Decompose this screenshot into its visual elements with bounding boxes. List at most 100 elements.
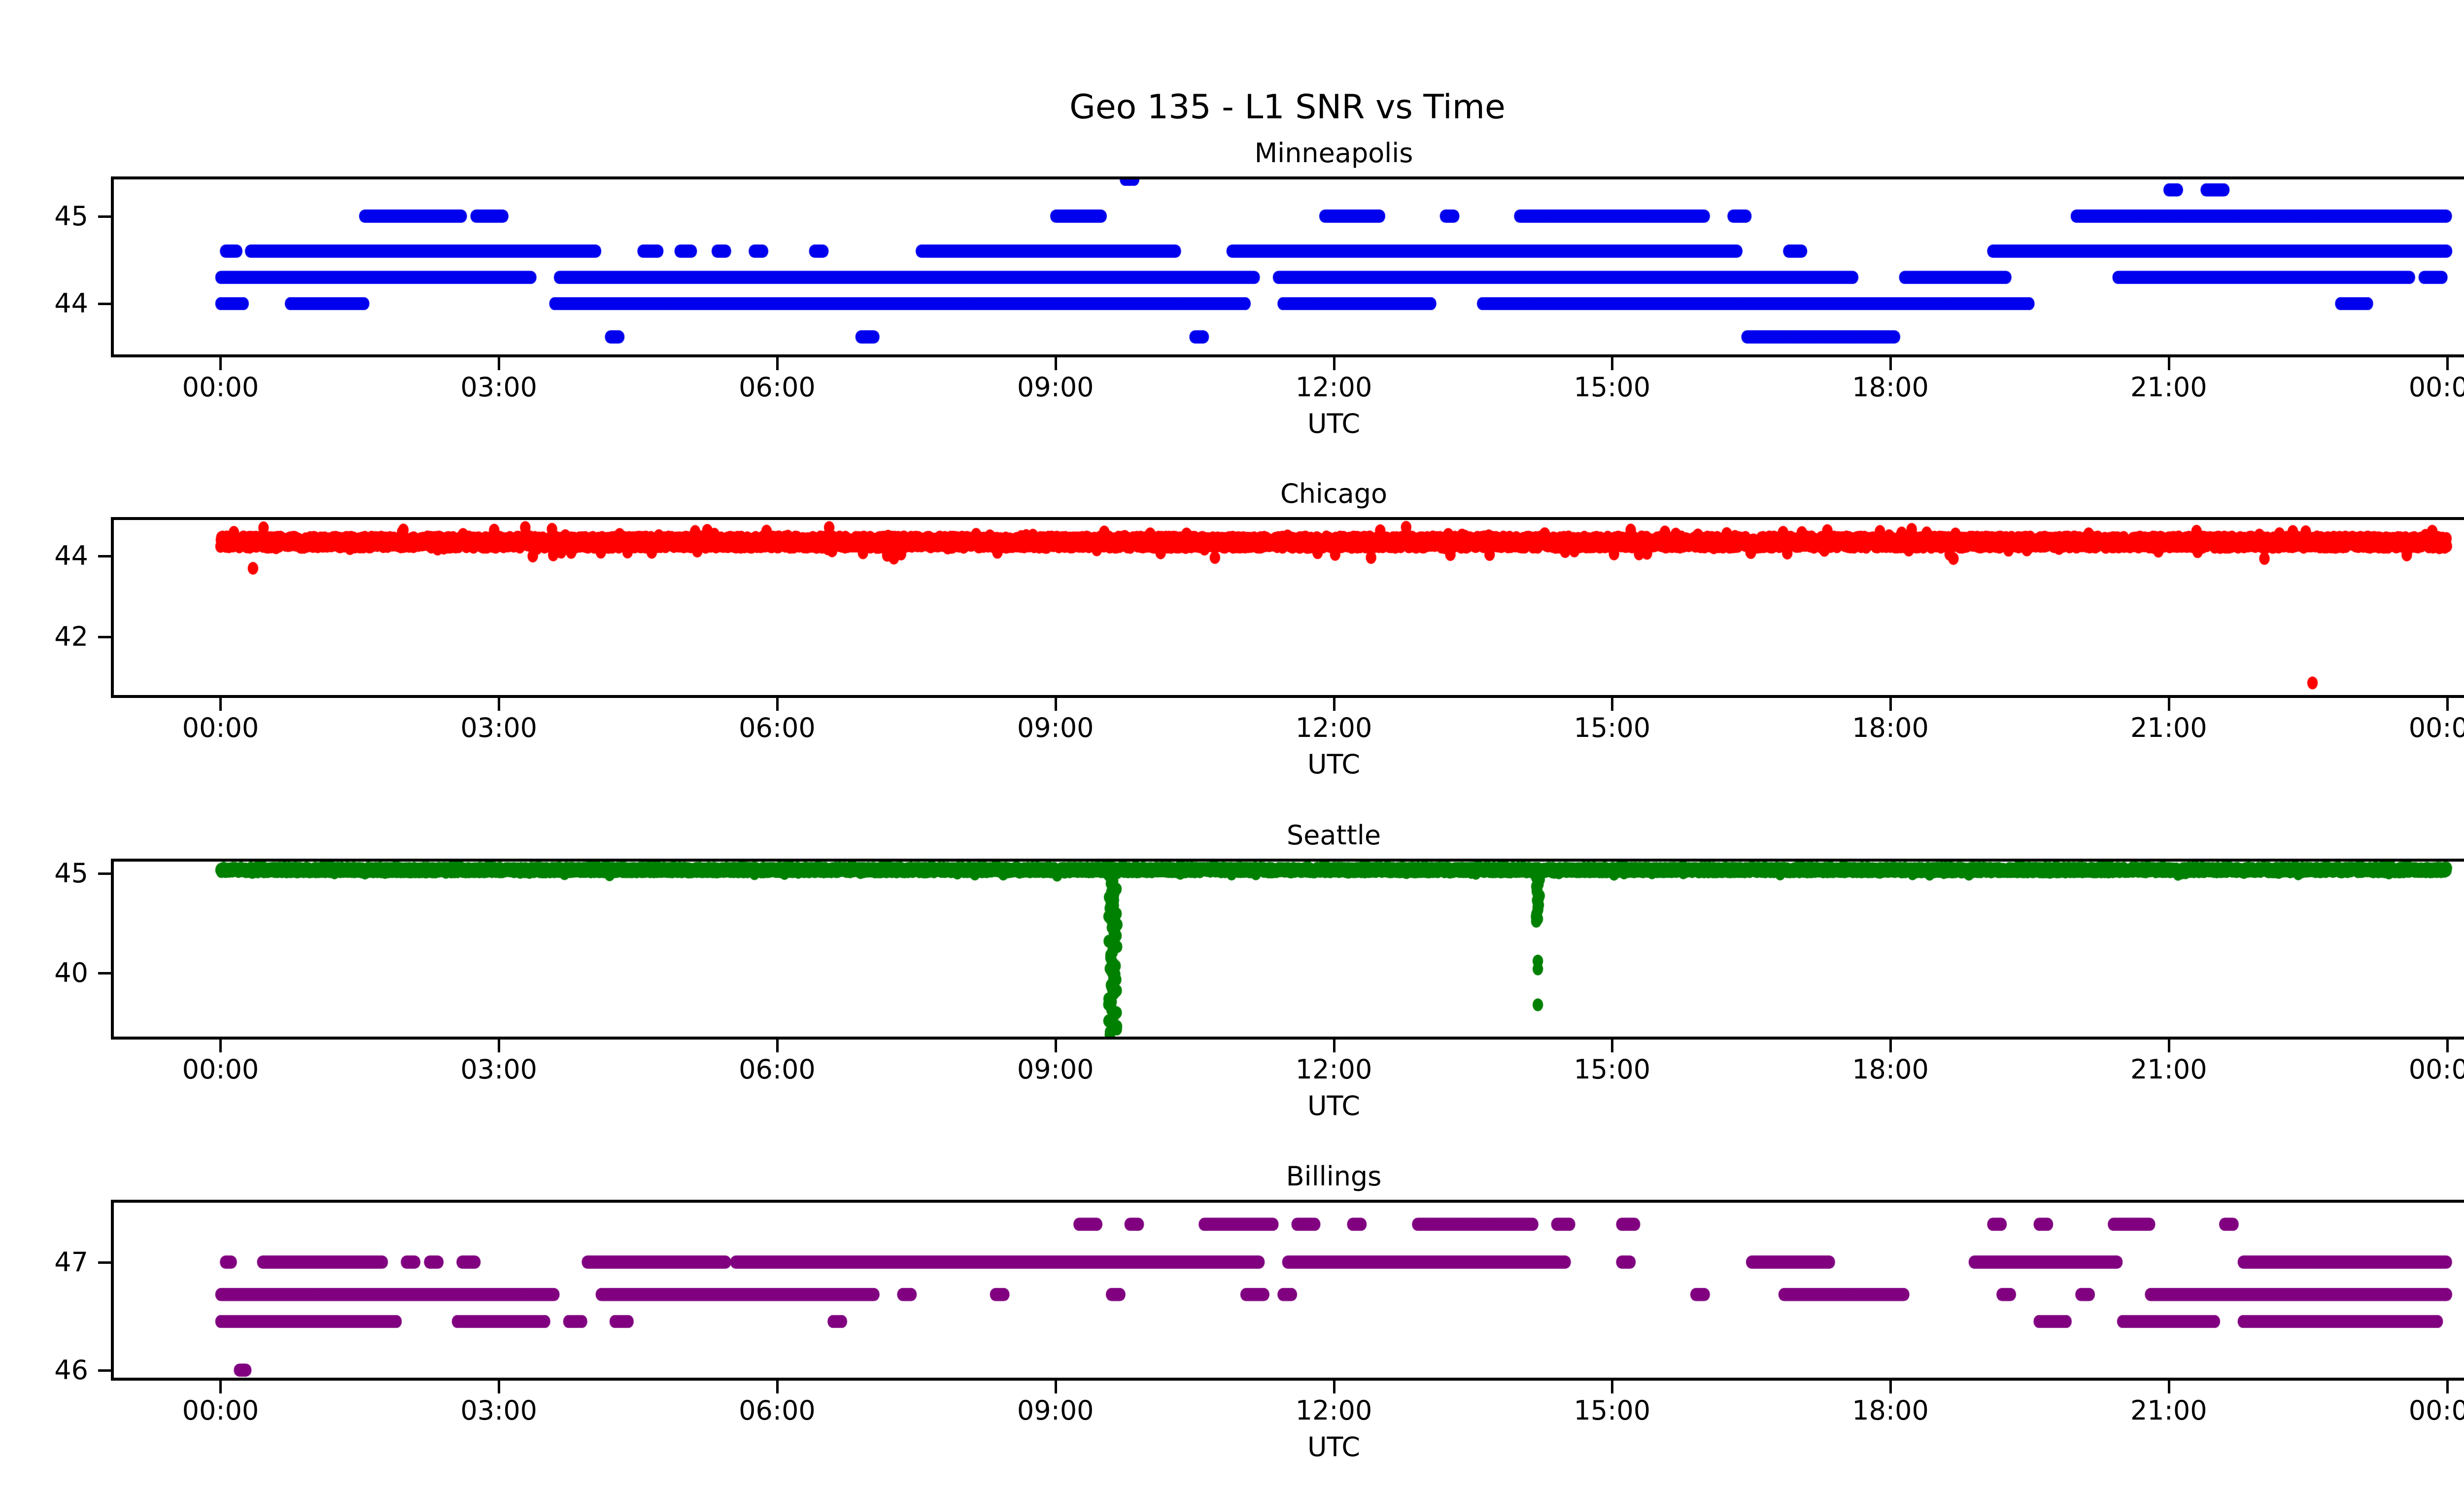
plot-area-chicago: [111, 517, 2464, 698]
x-tick-label: 06:00: [739, 1054, 816, 1085]
x-tick-mark: [2446, 1381, 2449, 1393]
x-tick-label: 18:00: [1852, 712, 1929, 743]
x-tick-mark: [1054, 698, 1057, 711]
y-tick-mark: [98, 1261, 111, 1264]
x-tick-mark: [1054, 1381, 1057, 1393]
x-tick-label: 09:00: [1017, 372, 1094, 403]
scatter-canvas-minneapolis: [114, 179, 2464, 354]
subplot-title-chicago: Chicago: [1280, 478, 1388, 509]
scatter-canvas-billings: [114, 1203, 2464, 1378]
scatter-canvas-chicago: [114, 520, 2464, 695]
y-tick-label: 45: [54, 858, 88, 889]
x-tick-mark: [1889, 357, 1892, 370]
x-tick-label: 00:00: [2408, 1395, 2464, 1426]
y-tick-label: 44: [54, 288, 88, 319]
y-tick-label: 40: [54, 957, 88, 988]
subplot-title-seattle: Seattle: [1286, 820, 1381, 851]
x-tick-mark: [498, 1381, 501, 1393]
x-tick-label: 09:00: [1017, 712, 1094, 743]
x-tick-mark: [776, 1040, 779, 1052]
x-tick-mark: [219, 1381, 222, 1393]
x-tick-mark: [498, 357, 501, 370]
x-tick-mark: [1611, 1381, 1614, 1393]
x-tick-mark: [776, 698, 779, 711]
x-tick-mark: [219, 357, 222, 370]
x-tick-label: 21:00: [2130, 372, 2207, 403]
x-tick-mark: [1333, 357, 1335, 370]
y-tick-mark: [98, 872, 111, 875]
x-tick-label: 15:00: [1574, 1054, 1651, 1085]
x-tick-mark: [1889, 698, 1892, 711]
scatter-canvas-seattle: [114, 862, 2464, 1037]
x-tick-mark: [2167, 698, 2170, 711]
x-tick-label: 03:00: [460, 1395, 538, 1426]
y-tick-label: 42: [54, 621, 88, 652]
y-tick-label: 44: [54, 540, 88, 572]
x-tick-mark: [2446, 1040, 2449, 1052]
x-axis-label-seattle: UTC: [1307, 1090, 1361, 1121]
x-tick-mark: [2167, 1381, 2170, 1393]
x-axis-label-chicago: UTC: [1307, 749, 1361, 780]
x-tick-mark: [1889, 1381, 1892, 1393]
plot-area-seattle: [111, 859, 2464, 1040]
x-tick-mark: [1333, 698, 1335, 711]
y-tick-label: 46: [54, 1354, 88, 1386]
x-tick-label: 09:00: [1017, 1395, 1094, 1426]
x-tick-label: 21:00: [2130, 1054, 2207, 1085]
plot-area-minneapolis: [111, 176, 2464, 357]
x-tick-label: 21:00: [2130, 1395, 2207, 1426]
x-tick-label: 00:00: [2408, 712, 2464, 743]
x-tick-label: 09:00: [1017, 1054, 1094, 1085]
x-tick-label: 18:00: [1852, 1054, 1929, 1085]
x-tick-label: 12:00: [1295, 372, 1372, 403]
x-tick-mark: [2446, 698, 2449, 711]
x-tick-label: 12:00: [1295, 1054, 1372, 1085]
x-tick-mark: [2167, 1040, 2170, 1052]
x-tick-label: 03:00: [460, 1054, 538, 1085]
x-tick-mark: [498, 1040, 501, 1052]
x-tick-mark: [2167, 357, 2170, 370]
x-tick-label: 00:00: [182, 372, 259, 403]
x-tick-mark: [219, 698, 222, 711]
y-tick-mark: [98, 555, 111, 558]
x-tick-label: 18:00: [1852, 372, 1929, 403]
y-tick-mark: [98, 1369, 111, 1372]
x-tick-label: 06:00: [739, 372, 816, 403]
x-tick-label: 12:00: [1295, 712, 1372, 743]
x-tick-label: 12:00: [1295, 1395, 1372, 1426]
x-tick-label: 00:00: [182, 1054, 259, 1085]
x-tick-label: 03:00: [460, 372, 538, 403]
x-tick-label: 00:00: [2408, 1054, 2464, 1085]
x-tick-mark: [1611, 698, 1614, 711]
x-tick-mark: [219, 1040, 222, 1052]
x-tick-mark: [1333, 1040, 1335, 1052]
x-tick-mark: [1054, 357, 1057, 370]
x-tick-mark: [1611, 357, 1614, 370]
x-tick-label: 00:00: [182, 1395, 259, 1426]
x-tick-mark: [1054, 1040, 1057, 1052]
plot-area-billings: [111, 1200, 2464, 1381]
x-tick-label: 06:00: [739, 712, 816, 743]
x-tick-mark: [1611, 1040, 1614, 1052]
x-axis-label-billings: UTC: [1307, 1431, 1361, 1462]
x-tick-label: 00:00: [182, 712, 259, 743]
y-tick-mark: [98, 303, 111, 306]
y-tick-label: 47: [54, 1246, 88, 1278]
x-axis-label-minneapolis: UTC: [1307, 408, 1361, 439]
y-tick-mark: [98, 215, 111, 218]
x-tick-label: 15:00: [1574, 372, 1651, 403]
x-tick-mark: [776, 357, 779, 370]
x-tick-label: 15:00: [1574, 1395, 1651, 1426]
subplot-title-minneapolis: Minneapolis: [1254, 138, 1413, 169]
x-tick-mark: [1889, 1040, 1892, 1052]
y-tick-mark: [98, 972, 111, 974]
y-tick-label: 45: [54, 200, 88, 232]
x-tick-label: 15:00: [1574, 712, 1651, 743]
x-tick-label: 18:00: [1852, 1395, 1929, 1426]
x-tick-mark: [776, 1381, 779, 1393]
subplot-title-billings: Billings: [1286, 1161, 1382, 1192]
x-tick-label: 00:00: [2408, 372, 2464, 403]
x-tick-label: 03:00: [460, 712, 538, 743]
suptitle-line-1: Geo 135 - L1 SNR vs Time: [1069, 88, 1506, 127]
